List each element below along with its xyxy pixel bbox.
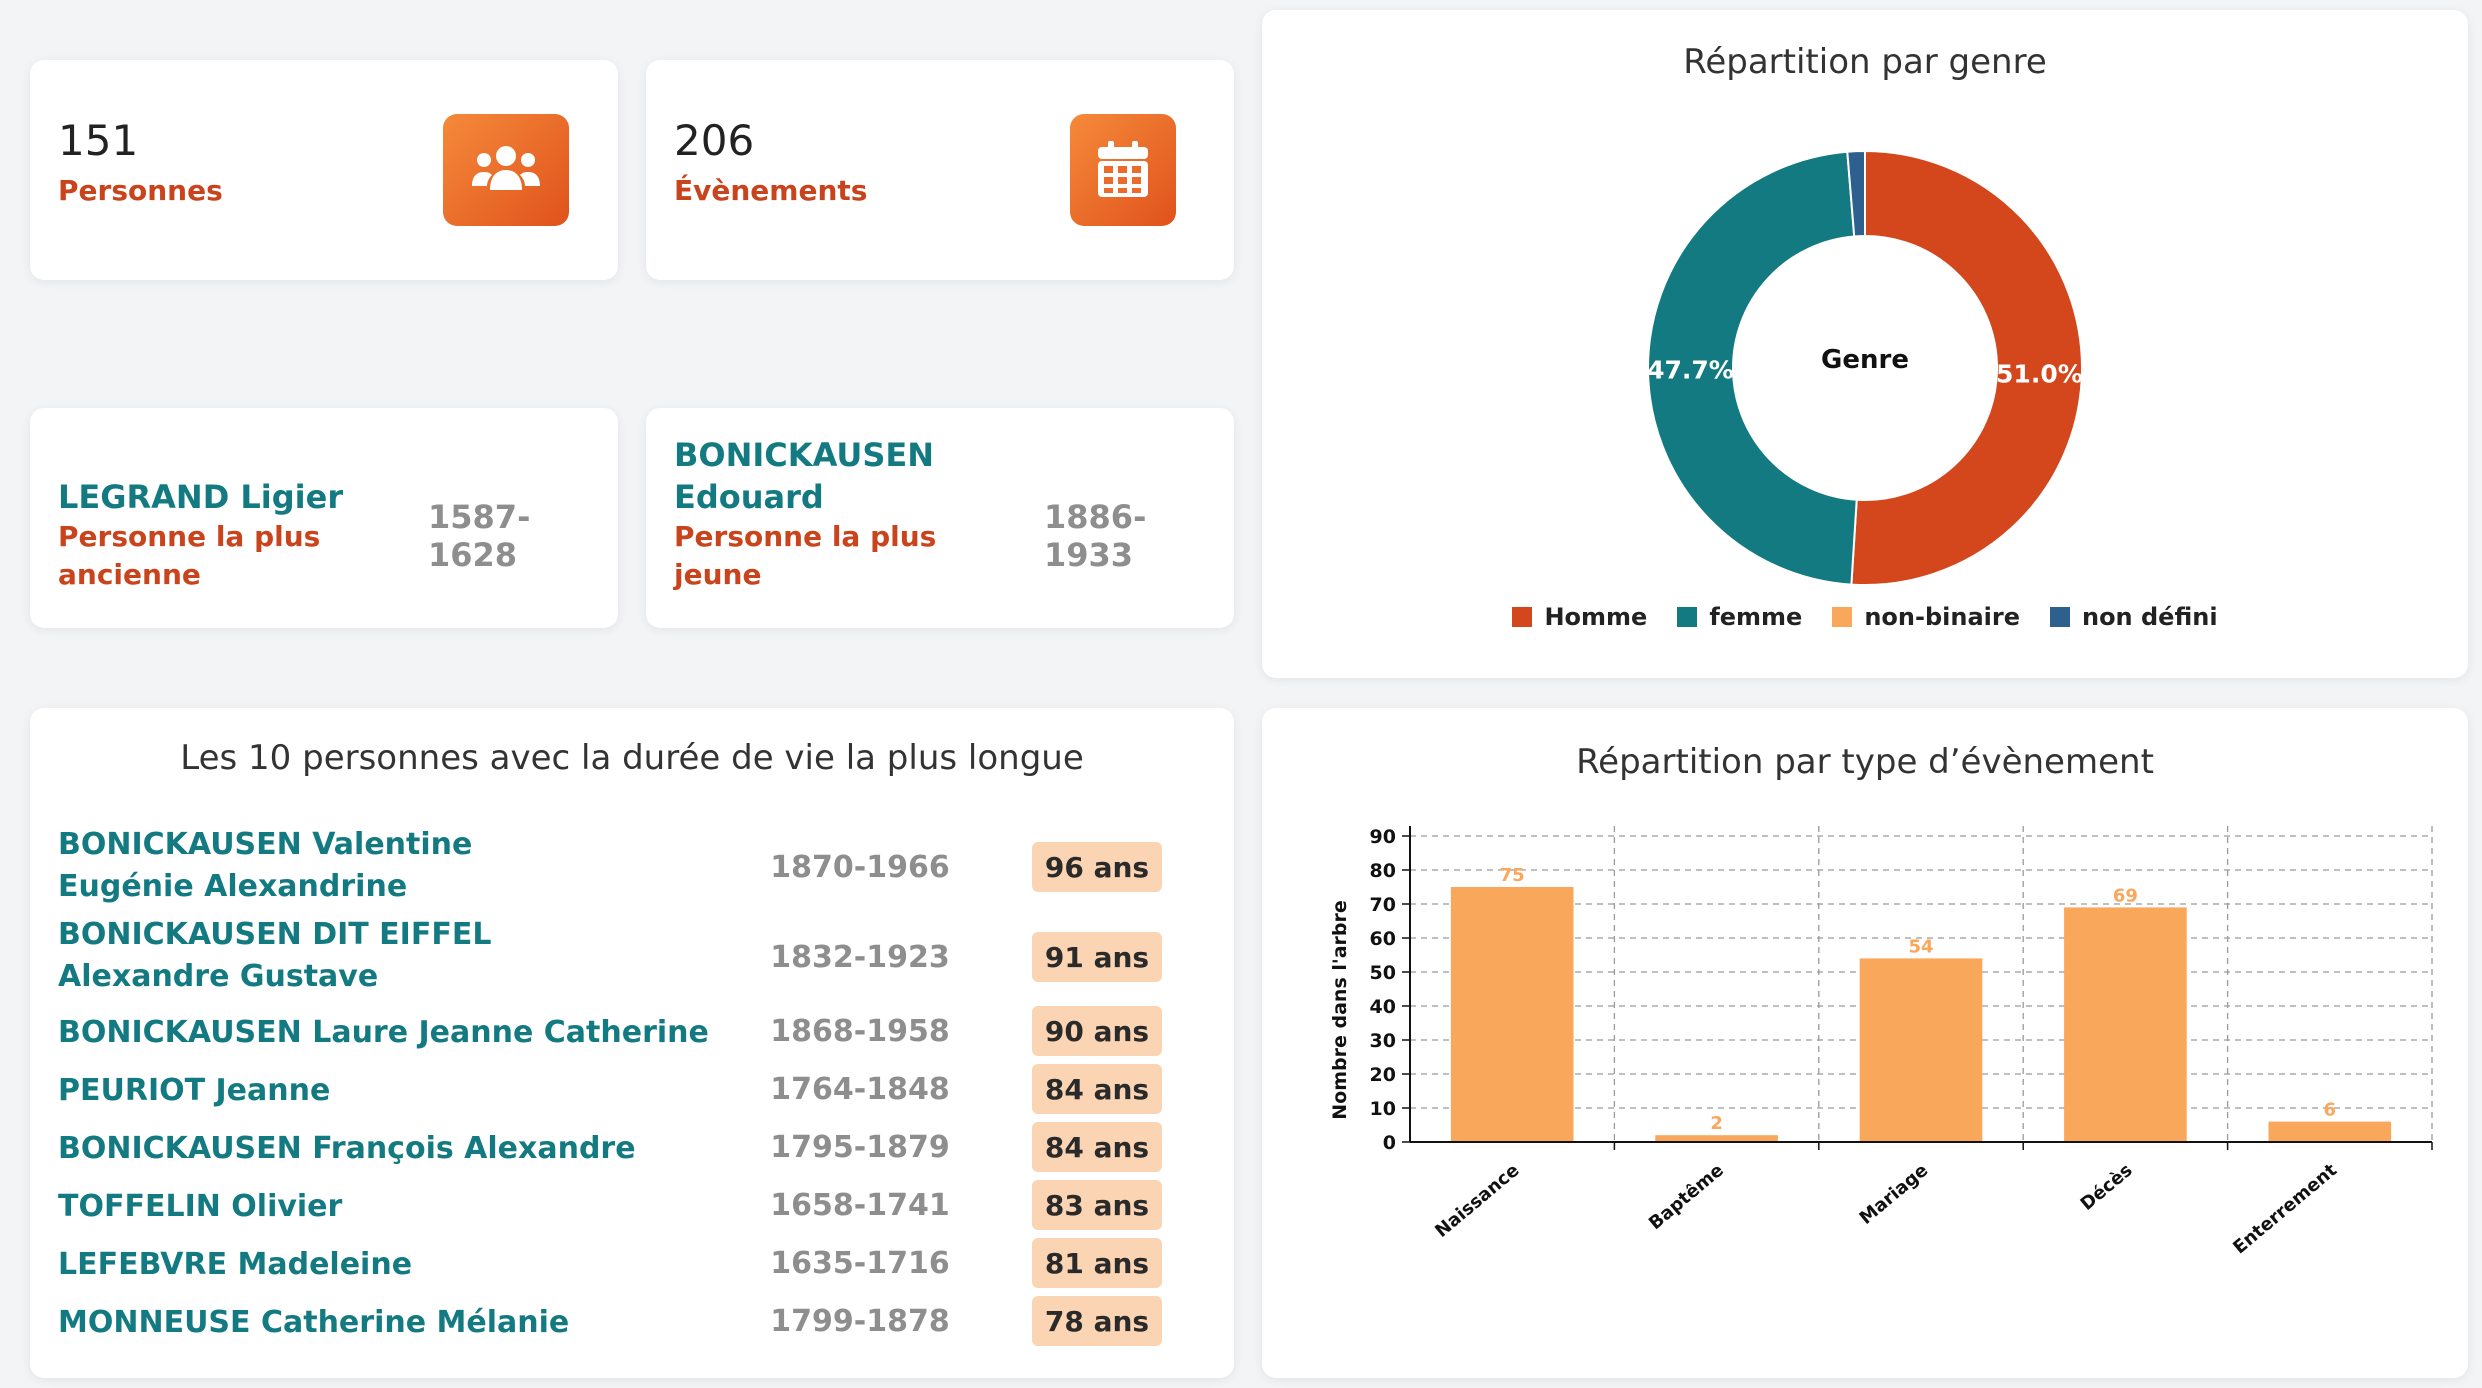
- age-badge: 96 ans: [1032, 842, 1162, 892]
- age-badge: 84 ans: [1032, 1064, 1162, 1114]
- events-count-value: 206: [674, 116, 754, 165]
- oldest-person-dates: 1587-1628: [428, 498, 618, 574]
- legend-item-non-binaire[interactable]: non-binaire: [1832, 603, 2020, 631]
- donut-value-label-homme: 51.0%: [1996, 359, 2083, 388]
- oldest-person-text: LEGRAND Ligier Personne la plus ancienne: [58, 476, 358, 594]
- oldest-person-name[interactable]: LEGRAND Ligier: [58, 476, 358, 518]
- person-name-link[interactable]: BONICKAUSEN Valentine Eugénie Alexandrin…: [58, 824, 618, 908]
- donut-center-label: Genre: [1821, 345, 1909, 375]
- bar-mariage[interactable]: [1860, 958, 1983, 1142]
- youngest-person-text: BONICKAUSEN Edouard Personne la plus jeu…: [674, 434, 1014, 594]
- person-dates: 1832-1923: [770, 940, 950, 975]
- legend-item-non-defini[interactable]: non défini: [2050, 603, 2218, 631]
- legend-label-femme: femme: [1709, 603, 1802, 631]
- person-name-link[interactable]: MONNEUSE Catherine Mélanie: [58, 1302, 718, 1344]
- persons-count-label: Personnes: [58, 174, 223, 207]
- youngest-person-card: BONICKAUSEN Edouard Personne la plus jeu…: [646, 408, 1234, 628]
- x-tick-label: Mariage: [1856, 1160, 1933, 1229]
- y-tick-label: 10: [1370, 1098, 1396, 1120]
- events-count-card: 206 Évènements: [646, 60, 1234, 280]
- legend-swatch-non-binaire: [1832, 607, 1852, 627]
- gender-legend: Homme femme non-binaire non défini: [1262, 603, 2468, 631]
- legend-label-non-defini: non défini: [2082, 603, 2218, 631]
- y-tick-label: 60: [1370, 928, 1396, 950]
- y-axis-label: Nombre dans l'arbre: [1329, 900, 1351, 1119]
- youngest-person-dates: 1886-1933: [1044, 498, 1234, 574]
- oldest-person-role: Personne la plus ancienne: [58, 518, 358, 594]
- legend-label-homme: Homme: [1544, 603, 1647, 631]
- x-tick-label: Enterrement: [2229, 1159, 2341, 1258]
- legend-swatch-homme: [1512, 607, 1532, 627]
- x-tick-label: Décès: [2077, 1160, 2137, 1215]
- age-badge: 90 ans: [1032, 1006, 1162, 1056]
- youngest-person-role: Personne la plus jeune: [674, 518, 1014, 594]
- oldest-person-card: LEGRAND Ligier Personne la plus ancienne…: [30, 408, 618, 628]
- events-bar-chart: 75 2 54 69 6 0 10 20 30 40 50 60 70 80 90 Naissance Bap…: [1262, 708, 2468, 1378]
- person-name-link[interactable]: TOFFELIN Olivier: [58, 1186, 718, 1228]
- legend-item-femme[interactable]: femme: [1677, 603, 1802, 631]
- users-icon: [443, 114, 569, 226]
- gender-chart-card: Répartition par genre Genre 51.0% 47.7% H…: [1262, 10, 2468, 678]
- person-dates: 1658-1741: [770, 1188, 950, 1223]
- events-chart-card: Répartition par type d’évènement 75 2 54 69…: [1262, 708, 2468, 1378]
- users-icon-glyph: [470, 140, 542, 200]
- person-name-link[interactable]: PEURIOT Jeanne: [58, 1070, 718, 1112]
- person-dates: 1799-1878: [770, 1304, 950, 1339]
- bar-décès[interactable]: [2064, 907, 2187, 1142]
- y-tick-label: 0: [1383, 1132, 1396, 1154]
- donut-value-label-femme: 47.7%: [1647, 356, 1734, 385]
- age-badge: 78 ans: [1032, 1296, 1162, 1346]
- age-badge: 83 ans: [1032, 1180, 1162, 1230]
- bar-enterrement[interactable]: [2268, 1122, 2391, 1142]
- bar-naissance[interactable]: [1451, 887, 1574, 1142]
- legend-label-non-binaire: non-binaire: [1864, 603, 2020, 631]
- age-badge: 81 ans: [1032, 1238, 1162, 1288]
- age-badge: 91 ans: [1032, 932, 1162, 982]
- person-name-link[interactable]: BONICKAUSEN François Alexandre: [58, 1128, 718, 1170]
- bar-value-label: 6: [2324, 1100, 2337, 1121]
- age-badge: 84 ans: [1032, 1122, 1162, 1172]
- person-name-link[interactable]: BONICKAUSEN Laure Jeanne Catherine: [58, 1012, 718, 1054]
- y-tick-label: 20: [1370, 1064, 1396, 1086]
- longevity-title: Les 10 personnes avec la durée de vie la…: [30, 738, 1234, 778]
- calendar-icon-glyph: [1096, 141, 1150, 199]
- events-count-label: Évènements: [674, 174, 867, 207]
- y-tick-label: 80: [1370, 860, 1396, 882]
- bar-value-label: 2: [1710, 1113, 1723, 1134]
- person-name-link[interactable]: BONICKAUSEN DIT EIFFEL Alexandre Gustave: [58, 914, 668, 998]
- person-dates: 1764-1848: [770, 1072, 950, 1107]
- legend-swatch-non-defini: [2050, 607, 2070, 627]
- x-tick-label: Baptême: [1645, 1160, 1728, 1234]
- y-tick-label: 30: [1370, 1030, 1396, 1052]
- persons-count-value: 151: [58, 116, 138, 165]
- persons-count-card: 151 Personnes: [30, 60, 618, 280]
- bar-value-label: 69: [2113, 885, 2138, 906]
- y-tick-label: 40: [1370, 996, 1396, 1018]
- calendar-icon: [1070, 114, 1176, 226]
- bar-value-label: 75: [1500, 865, 1525, 886]
- legend-swatch-femme: [1677, 607, 1697, 627]
- longevity-card: Les 10 personnes avec la durée de vie la…: [30, 708, 1234, 1378]
- bar-value-label: 54: [1908, 936, 1933, 957]
- bar-baptême[interactable]: [1655, 1135, 1778, 1142]
- person-dates: 1795-1879: [770, 1130, 950, 1165]
- y-tick-label: 50: [1370, 962, 1396, 984]
- youngest-person-name-line1[interactable]: BONICKAUSEN: [674, 434, 1014, 476]
- person-dates: 1870-1966: [770, 850, 950, 885]
- legend-item-homme[interactable]: Homme: [1512, 603, 1647, 631]
- y-tick-label: 90: [1370, 826, 1396, 848]
- person-name-link[interactable]: LEFEBVRE Madeleine: [58, 1244, 718, 1286]
- gender-donut-chart: Genre 51.0% 47.7%: [1262, 10, 2468, 678]
- y-tick-label: 70: [1370, 894, 1396, 916]
- x-tick-label: Naissance: [1431, 1160, 1523, 1242]
- person-dates: 1868-1958: [770, 1014, 950, 1049]
- youngest-person-name-line2[interactable]: Edouard: [674, 476, 1014, 518]
- person-dates: 1635-1716: [770, 1246, 950, 1281]
